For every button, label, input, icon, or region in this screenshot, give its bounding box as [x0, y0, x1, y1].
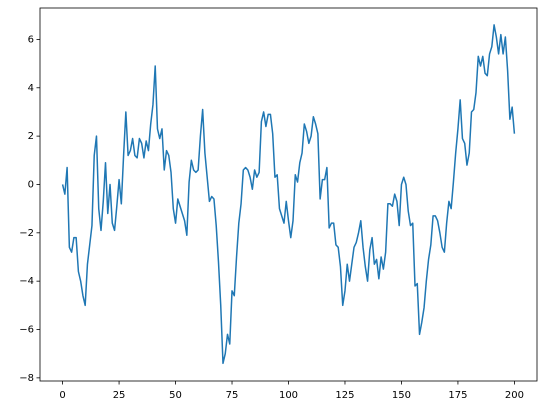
y-tick-label: −8 [19, 373, 34, 384]
y-tick-label: −2 [19, 228, 34, 239]
y-tick-label: 4 [28, 83, 34, 94]
x-tick-label: 125 [335, 390, 354, 401]
y-tick-label: 6 [28, 34, 34, 45]
x-tick-label: 25 [113, 390, 126, 401]
x-tick-label: 50 [169, 390, 182, 401]
x-tick-label: 75 [226, 390, 239, 401]
y-tick-label: 2 [28, 131, 34, 142]
y-tick-label: 0 [28, 179, 34, 190]
x-tick-label: 100 [279, 390, 298, 401]
y-tick-label: −6 [19, 325, 34, 336]
y-tick-label: −4 [19, 276, 34, 287]
x-tick-label: 200 [505, 390, 524, 401]
axes-frame [39, 7, 538, 382]
x-tick-label: 175 [448, 390, 467, 401]
x-tick-label: 0 [59, 390, 65, 401]
data-line [61, 24, 516, 365]
x-tick-label: 150 [392, 390, 411, 401]
